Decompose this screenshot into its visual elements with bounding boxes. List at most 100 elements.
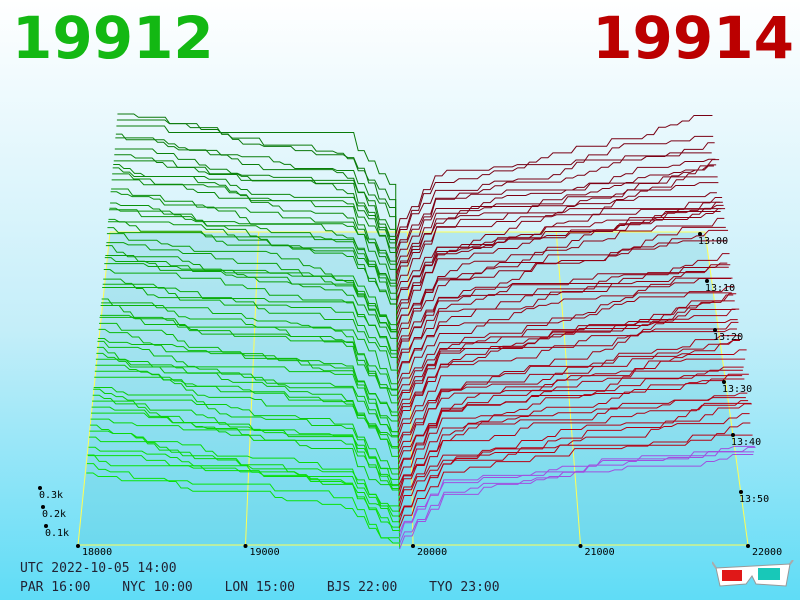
ask-depth-line xyxy=(397,293,737,412)
x-tick-label: 19000 xyxy=(250,547,280,558)
ask-depth-line xyxy=(397,328,737,417)
ask-depth-line xyxy=(396,278,732,375)
bid-depth-line xyxy=(89,436,400,523)
bid-depth-line xyxy=(103,278,398,380)
ask-depth-line xyxy=(398,422,751,513)
ask-depth-line xyxy=(398,366,744,465)
ask-depth-line xyxy=(398,373,749,502)
ask-depth-line xyxy=(398,392,748,491)
bid-depth-line xyxy=(99,316,399,417)
ask-depth-line xyxy=(397,375,743,454)
ask-depth-lines xyxy=(395,114,756,550)
ask-depth-line xyxy=(397,335,741,444)
bid-depth-line xyxy=(98,328,399,427)
ask-depth-line xyxy=(396,266,729,359)
ask-depth-line xyxy=(397,319,738,422)
bid-depth-line xyxy=(110,202,398,311)
bid-depth-line xyxy=(101,302,399,401)
ask-depth-line xyxy=(396,253,730,364)
bid-depth-line xyxy=(89,430,400,518)
bid-depth-line xyxy=(99,322,399,422)
bid-depth-line xyxy=(117,113,397,236)
bid-depth-line xyxy=(88,446,400,528)
ask-depth-line xyxy=(396,217,725,327)
ask-depth-line xyxy=(399,446,756,550)
axis-ticks: 18000 19000 20000 21000 22000 0.1k 0.2k 0.3k 13:… xyxy=(38,232,782,558)
bid-depth-line xyxy=(86,472,401,549)
ask-depth-line xyxy=(395,159,720,290)
zone-tyo: TYO 23:00 xyxy=(429,580,500,595)
ask-depth-line xyxy=(395,176,718,279)
x-tick-mark xyxy=(76,544,80,548)
ask-depth-line xyxy=(397,294,734,391)
bid-depth-line xyxy=(106,242,398,348)
bid-depth-line xyxy=(91,406,400,496)
bid-depth-line xyxy=(116,125,397,247)
bid-depth-line xyxy=(112,173,397,290)
time-tick-mark xyxy=(731,433,735,437)
time-tick-mark xyxy=(698,232,702,236)
bid-depth-line xyxy=(107,221,398,332)
bid-depth-line xyxy=(114,148,397,263)
bid-depth-line xyxy=(91,412,400,502)
ask-depth-line xyxy=(395,192,717,274)
bid-depth-line xyxy=(100,314,399,412)
time-tick-label: 13:00 xyxy=(698,236,728,247)
ask-depth-line xyxy=(396,292,732,380)
ask-depth-line xyxy=(395,152,712,237)
bid-depth-line xyxy=(94,376,400,470)
bid-depth-line xyxy=(102,283,398,385)
ask-depth-line xyxy=(396,204,724,322)
utc-time: UTC 2022-10-05 14:00 xyxy=(20,561,177,576)
3d-glasses-icon[interactable] xyxy=(712,560,794,592)
grid-line-x xyxy=(555,231,581,546)
bid-depth-line xyxy=(111,179,397,295)
ask-depth-line xyxy=(397,308,736,406)
time-tick-label: 13:30 xyxy=(722,384,752,395)
ask-depth-line xyxy=(395,165,714,253)
bid-depth-line xyxy=(96,346,399,443)
zone-par: PAR 16:00 xyxy=(20,580,91,595)
time-tick-label: 13:50 xyxy=(739,494,769,505)
zone-nyc: NYC 10:00 xyxy=(122,580,193,595)
bid-price: 19912 xyxy=(12,4,214,72)
bid-depth-line xyxy=(90,418,400,507)
time-tick-mark xyxy=(739,490,743,494)
bid-depth-line xyxy=(86,463,401,544)
ask-depth-line xyxy=(397,277,733,385)
time-tick-mark xyxy=(713,328,717,332)
ask-depth-line xyxy=(398,358,746,475)
x-tick-label: 22000 xyxy=(752,547,782,558)
ask-depth-line xyxy=(395,182,719,284)
bid-depth-lines xyxy=(86,113,401,549)
bid-depth-line xyxy=(102,287,399,390)
ask-depth-line xyxy=(398,413,750,507)
x-tick-mark xyxy=(243,544,248,548)
time-tick-label: 13:10 xyxy=(705,283,735,294)
ask-depth-line xyxy=(398,403,752,523)
bid-depth-line xyxy=(115,137,397,258)
ask-depth-line xyxy=(395,164,717,269)
ask-depth-line xyxy=(396,240,727,343)
ask-depth-line xyxy=(397,300,735,401)
bid-depth-line xyxy=(110,191,397,305)
ask-depth-line xyxy=(397,339,740,438)
bid-depth-line xyxy=(96,352,399,449)
bid-depth-line xyxy=(109,209,398,321)
ask-depth-line xyxy=(397,286,734,396)
ask-depth-line xyxy=(398,402,752,518)
bid-depth-line xyxy=(94,370,400,465)
x-tick-mark xyxy=(578,544,583,548)
bid-depth-line xyxy=(115,133,397,252)
x-tick-label: 21000 xyxy=(585,547,615,558)
bid-depth-line xyxy=(104,263,398,369)
ask-depth-line xyxy=(396,262,728,348)
z-tick-mark xyxy=(41,505,45,509)
ask-price: 19914 xyxy=(592,4,794,72)
z-tick-label: 0.3k xyxy=(39,490,63,501)
bid-depth-line xyxy=(108,218,398,327)
bid-depth-line xyxy=(105,255,398,359)
ask-depth-line xyxy=(395,114,713,242)
ask-depth-line xyxy=(396,201,723,316)
